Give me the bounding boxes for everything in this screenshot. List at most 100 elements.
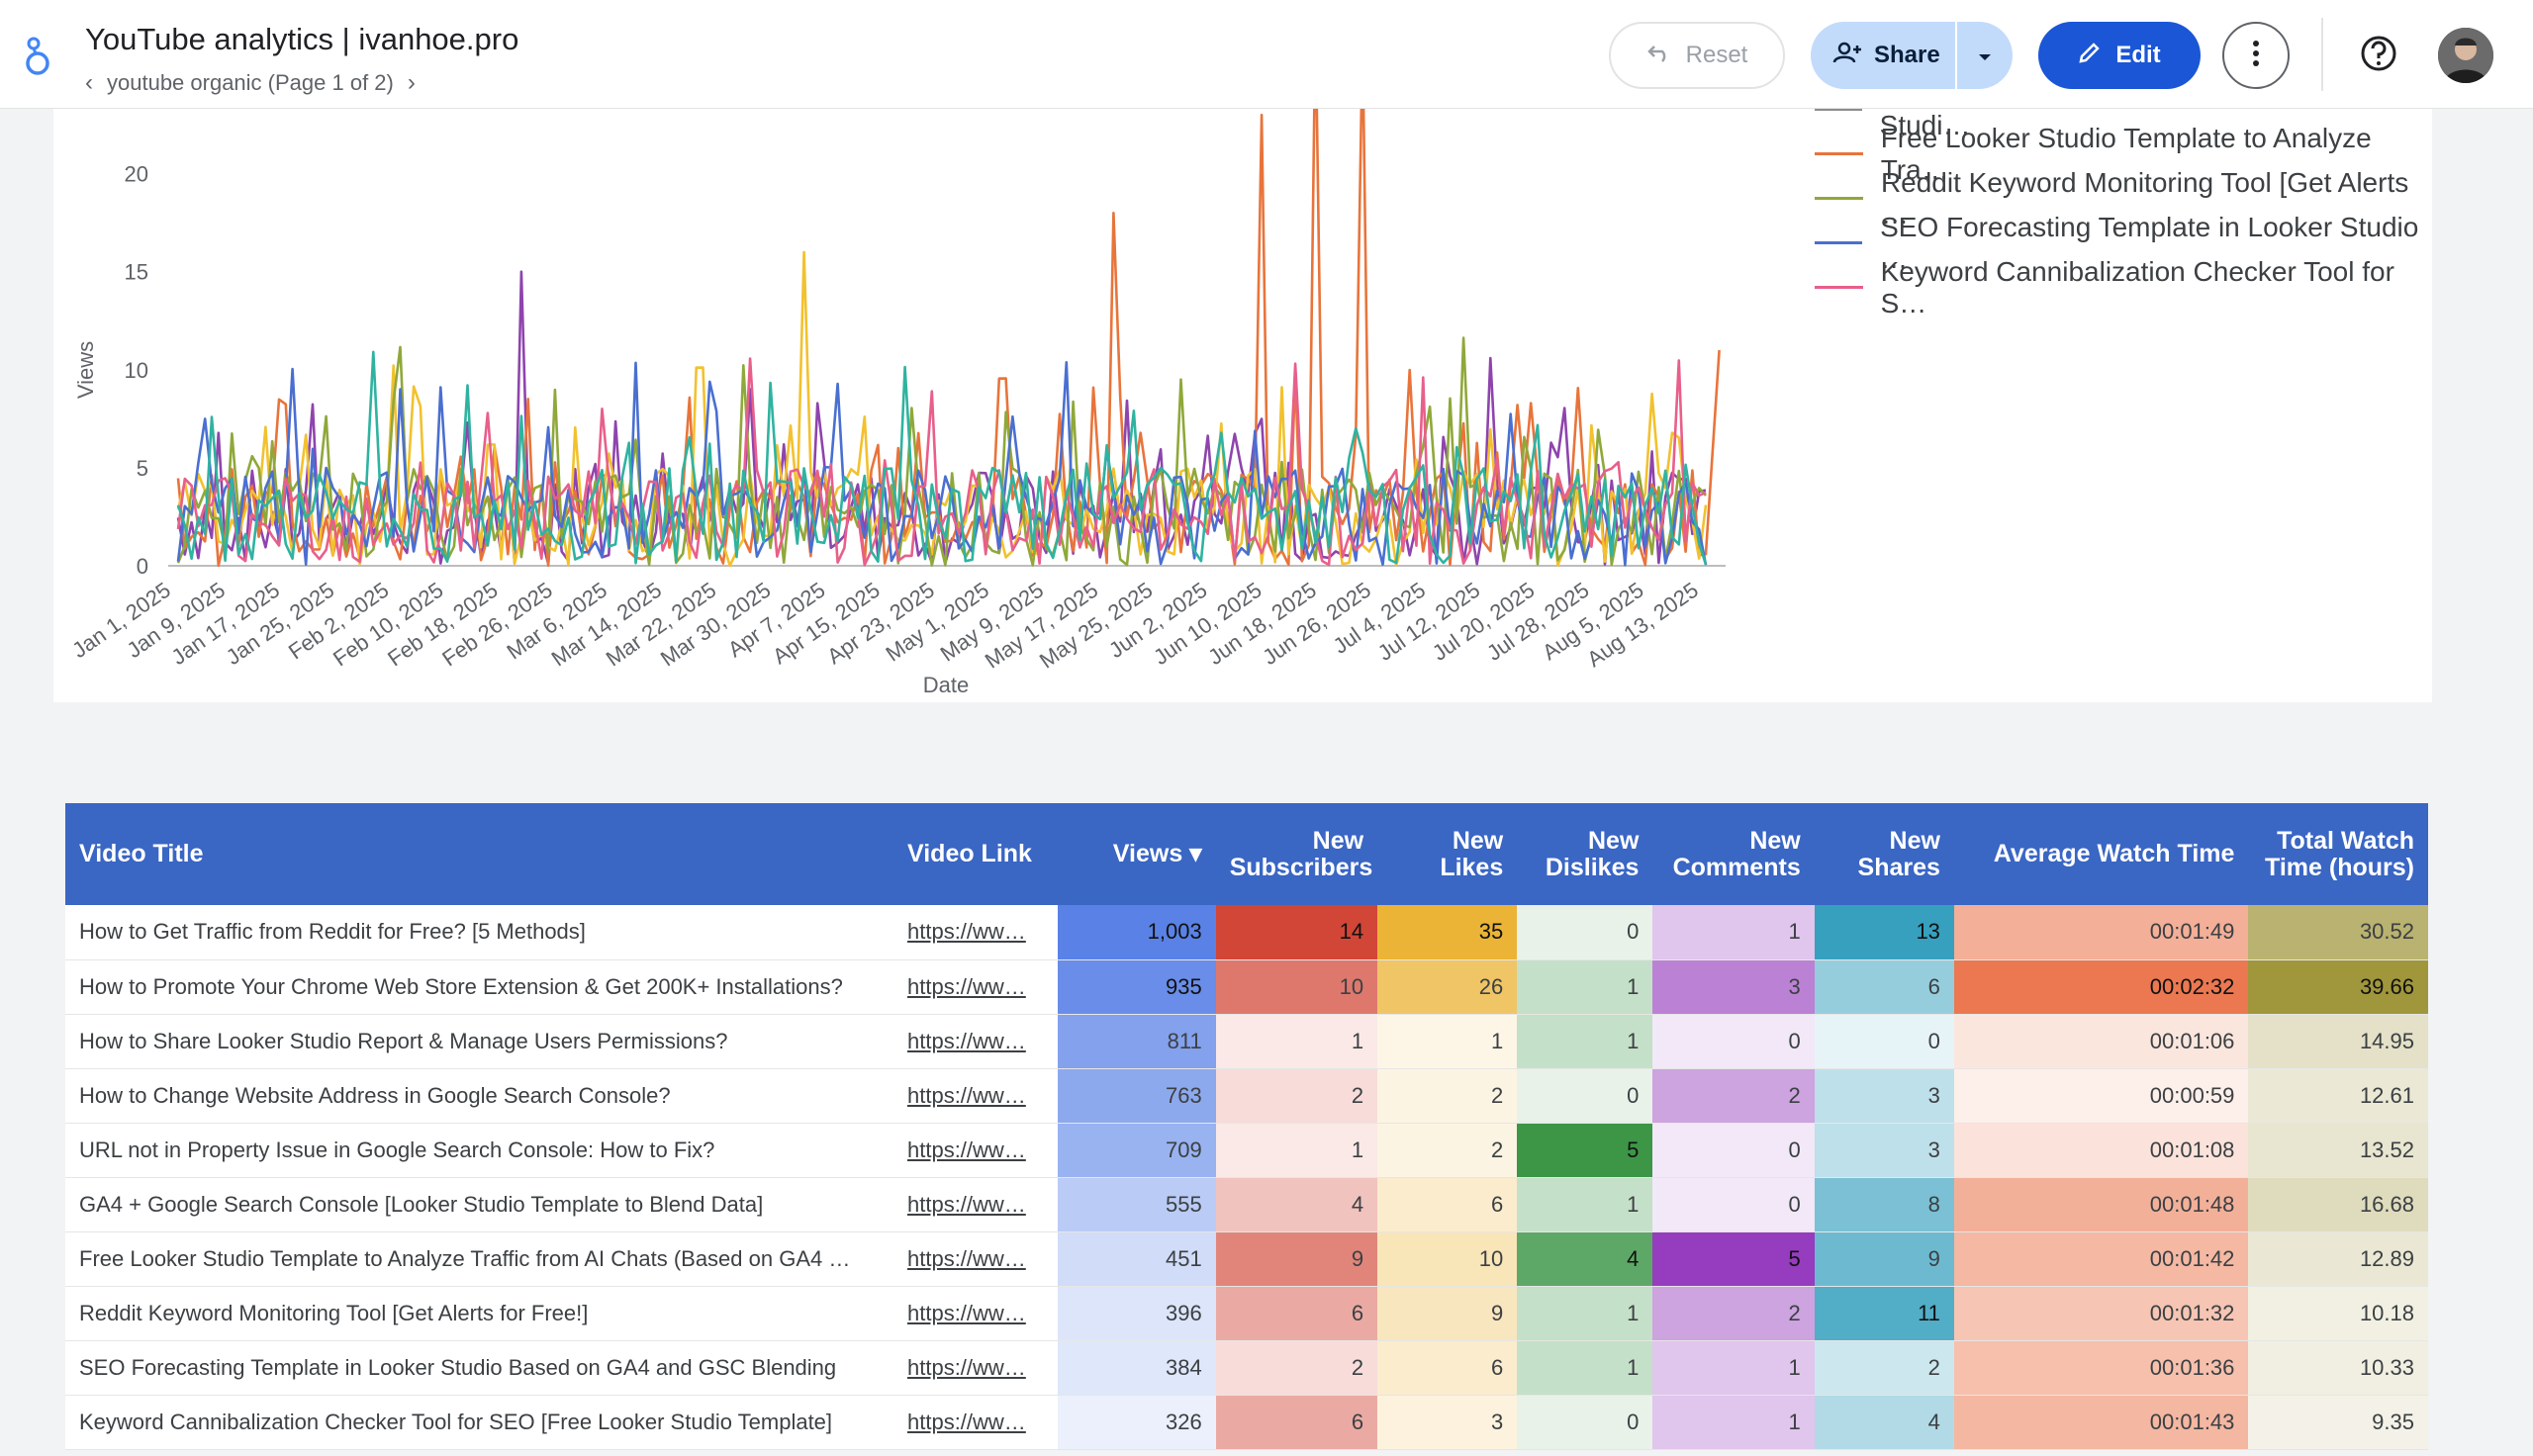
looker-studio-logo-icon[interactable]	[18, 30, 57, 79]
series-line[interactable]	[176, 270, 1707, 566]
video-title-cell: Reddit Keyword Monitoring Tool [Get Aler…	[65, 1286, 893, 1341]
share-dropdown-button[interactable]	[1957, 42, 2013, 69]
new-shares-cell: 3	[1814, 1068, 1954, 1124]
edit-button[interactable]: Edit	[2038, 22, 2201, 89]
legend-swatch	[1815, 286, 1863, 289]
new-dislikes-cell: 0	[1517, 1068, 1653, 1124]
video-link-cell[interactable]: https://ww…	[893, 1014, 1059, 1069]
column-header-average-watch-time[interactable]: Average Watch Time	[1953, 803, 2249, 905]
toolbar-divider	[2321, 18, 2323, 91]
legend-label: Keyword Cannibalization Checker Tool for…	[1880, 255, 2394, 318]
views-cell: 451	[1058, 1231, 1216, 1287]
table-row[interactable]: URL not in Property Issue in Google Sear…	[65, 1123, 2428, 1178]
series-line[interactable]	[176, 250, 1708, 568]
edit-label: Edit	[2115, 42, 2161, 68]
new-subscribers-cell: 10	[1215, 959, 1378, 1015]
series-line[interactable]	[176, 350, 1708, 566]
column-header-total-watch-time[interactable]: Total Watch Time (hours)	[2248, 803, 2428, 905]
video-link-cell[interactable]: https://ww…	[893, 1231, 1059, 1287]
table-row[interactable]: How to Promote Your Chrome Web Store Ext…	[65, 959, 2428, 1015]
total-watch-time-cell: 10.18	[2248, 1286, 2428, 1341]
new-comments-cell: 2	[1652, 1286, 1815, 1341]
legend-item[interactable]: Keyword Cannibalization Checker Tool for…	[1815, 256, 2432, 318]
video-link-cell[interactable]: https://ww…	[893, 1395, 1059, 1450]
legend-item[interactable]: Free Looker Studio Template to Analyze T…	[1815, 123, 2432, 185]
video-link-cell[interactable]: https://ww…	[893, 905, 1059, 960]
column-header-new-comments[interactable]: New Comments	[1652, 803, 1815, 905]
y-tick-label: 20	[125, 162, 148, 187]
column-header-new-subscribers[interactable]: New Subscribers	[1215, 803, 1378, 905]
video-link-cell[interactable]: https://ww…	[893, 1123, 1059, 1178]
video-link-cell[interactable]: https://ww…	[893, 1068, 1059, 1124]
column-header-new-likes[interactable]: New Likes	[1377, 803, 1518, 905]
video-title-cell: Keyword Cannibalization Checker Tool for…	[65, 1395, 893, 1450]
table-row[interactable]: Keyword Cannibalization Checker Tool for…	[65, 1395, 2428, 1450]
table-row[interactable]: How to Get Traffic from Reddit for Free?…	[65, 905, 2428, 960]
column-header-new-dislikes[interactable]: New Dislikes	[1517, 803, 1653, 905]
user-avatar[interactable]	[2438, 28, 2493, 83]
legend-item[interactable]: SEO Forecasting Template in Looker Studi…	[1815, 212, 2432, 274]
average-watch-time-cell: 00:01:08	[1953, 1123, 2249, 1178]
average-watch-time-cell: 00:01:48	[1953, 1177, 2249, 1232]
new-dislikes-cell: 4	[1517, 1231, 1653, 1287]
y-axis-label: Views	[73, 341, 98, 399]
video-link-cell[interactable]: https://ww…	[893, 1286, 1059, 1341]
table-row[interactable]: GA4 + Google Search Console [Looker Stud…	[65, 1177, 2428, 1232]
new-likes-cell: 1	[1377, 1014, 1518, 1069]
total-watch-time-cell: 13.52	[2248, 1123, 2428, 1178]
new-shares-cell: 9	[1814, 1231, 1954, 1287]
share-button[interactable]: Share	[1811, 22, 1957, 89]
new-shares-cell: 2	[1814, 1340, 1954, 1396]
new-comments-cell: 1	[1652, 1340, 1815, 1396]
video-title-cell: How to Change Website Address in Google …	[65, 1068, 893, 1124]
new-likes-cell: 26	[1377, 959, 1518, 1015]
table-row[interactable]: How to Change Website Address in Google …	[65, 1068, 2428, 1124]
column-header-new-shares[interactable]: New Shares	[1814, 803, 1954, 905]
video-link-cell[interactable]: https://ww…	[893, 959, 1059, 1015]
table-row[interactable]: SEO Forecasting Template in Looker Studi…	[65, 1340, 2428, 1396]
more-options-button[interactable]	[2222, 22, 2290, 89]
page-label[interactable]: youtube organic (Page 1 of 2)	[107, 70, 394, 95]
help-icon[interactable]	[2357, 32, 2400, 75]
new-dislikes-cell: 1	[1517, 1286, 1653, 1341]
video-title-cell: GA4 + Google Search Console [Looker Stud…	[65, 1177, 893, 1232]
new-subscribers-cell: 6	[1215, 1395, 1378, 1450]
previous-page-icon[interactable]: ‹	[85, 69, 93, 96]
share-button-group: Share	[1811, 22, 2013, 89]
total-watch-time-cell: 30.52	[2248, 905, 2428, 960]
column-header-video-title[interactable]: Video Title	[65, 803, 893, 905]
reset-label: Reset	[1685, 42, 1748, 68]
y-tick-label: 10	[125, 358, 148, 383]
chart-legend: GA4 + Google Search Console [Looker Stud…	[1815, 78, 2432, 318]
column-header-video-link[interactable]: Video Link	[893, 803, 1059, 905]
series-line[interactable]	[176, 336, 1707, 567]
video-title-cell: SEO Forecasting Template in Looker Studi…	[65, 1340, 893, 1396]
undo-icon	[1646, 42, 1672, 69]
table-row[interactable]: How to Share Looker Studio Report & Mana…	[65, 1014, 2428, 1069]
reset-button[interactable]: Reset	[1609, 22, 1785, 89]
views-cell: 555	[1058, 1177, 1216, 1232]
series-lines	[176, 109, 1721, 568]
caret-down-icon	[1977, 42, 1993, 69]
new-shares-cell: 6	[1814, 959, 1954, 1015]
views-cell: 384	[1058, 1340, 1216, 1396]
views-cell: 1,003	[1058, 905, 1216, 960]
video-title-cell: How to Promote Your Chrome Web Store Ext…	[65, 959, 893, 1015]
legend-item[interactable]: Reddit Keyword Monitoring Tool [Get Aler…	[1815, 167, 2432, 229]
new-likes-cell: 2	[1377, 1123, 1518, 1178]
table-row[interactable]: Free Looker Studio Template to Analyze T…	[65, 1231, 2428, 1287]
next-page-icon[interactable]: ›	[407, 69, 416, 96]
new-dislikes-cell: 1	[1517, 1014, 1653, 1069]
table-row[interactable]: Reddit Keyword Monitoring Tool [Get Aler…	[65, 1286, 2428, 1341]
total-watch-time-cell: 9.35	[2248, 1395, 2428, 1450]
video-link-cell[interactable]: https://ww…	[893, 1177, 1059, 1232]
new-likes-cell: 2	[1377, 1068, 1518, 1124]
y-tick-label: 15	[125, 260, 148, 285]
total-watch-time-cell: 12.61	[2248, 1068, 2428, 1124]
column-header-views[interactable]: Views ▾	[1058, 803, 1216, 905]
average-watch-time-cell: 00:00:59	[1953, 1068, 2249, 1124]
x-axis-label: Date	[923, 673, 969, 697]
video-link-cell[interactable]: https://ww…	[893, 1340, 1059, 1396]
new-dislikes-cell: 0	[1517, 1395, 1653, 1450]
